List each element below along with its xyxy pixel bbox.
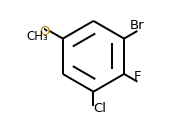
Text: F: F — [134, 69, 141, 82]
Text: O: O — [39, 25, 49, 38]
Text: Cl: Cl — [94, 101, 107, 114]
Text: CH₃: CH₃ — [26, 30, 48, 43]
Text: Br: Br — [130, 19, 145, 32]
